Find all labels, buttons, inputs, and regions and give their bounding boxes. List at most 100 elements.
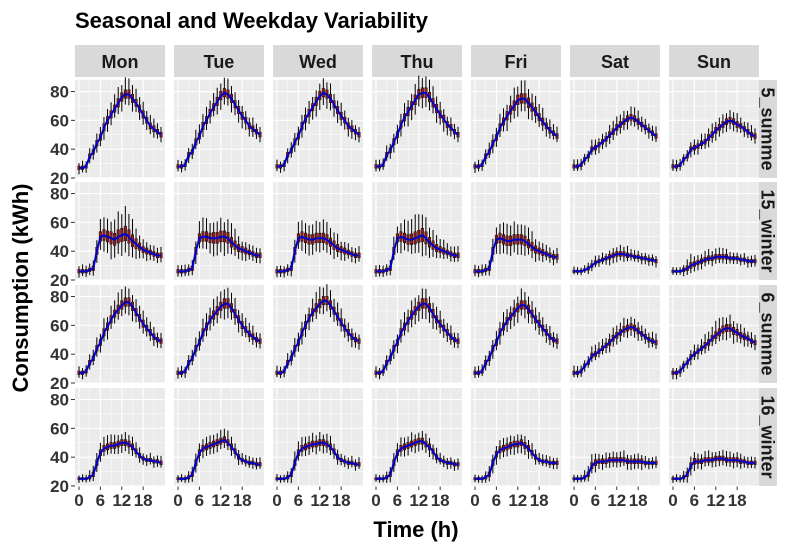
column-strip-sat: Sat (570, 45, 660, 77)
panel-15_winter-thu (372, 182, 462, 281)
panel-5_summe-tue (174, 77, 264, 179)
x-tick-label: 0 (668, 491, 677, 510)
panel-background (570, 182, 660, 280)
mean-line (673, 457, 755, 480)
panel-background (570, 388, 660, 486)
strip-background (755, 285, 777, 383)
x-tick-label: 6 (393, 491, 402, 510)
mean-line (277, 91, 360, 168)
column-label: Wed (299, 52, 337, 72)
mean-line (277, 299, 360, 374)
mean-line (574, 459, 656, 480)
panel-16_winter-thu (372, 388, 462, 487)
facet-panels: Mon Tue Wed Thu Fri Sat Sun5_summe2040608015_w… (50, 45, 777, 510)
panel-15_winter-mon (75, 182, 165, 281)
x-tick-label: 12 (112, 491, 131, 510)
row-label: 5_summe (757, 87, 777, 170)
x-tick-label: 18 (233, 491, 252, 510)
panel-background (669, 388, 759, 486)
panel-background (75, 182, 165, 280)
panel-16_winter-tue (174, 388, 264, 487)
panel-background (372, 182, 462, 280)
panel-16_winter-sun (669, 388, 759, 487)
x-tick-label: 6 (96, 491, 105, 510)
x-tick-label: 0 (569, 491, 578, 510)
y-tick-label: 60 (50, 111, 69, 130)
x-tick-label: 12 (706, 491, 725, 510)
mean-line (178, 235, 260, 273)
panel-6_summe-wed (273, 284, 363, 384)
panel-background (174, 182, 264, 280)
row-strip-15_winter: 15_winter (755, 182, 777, 280)
row-strip-5_summe: 5_summe (755, 80, 777, 178)
x-tick-label: 6 (492, 491, 501, 510)
mean-line (475, 304, 558, 374)
column-label: Tue (204, 52, 235, 72)
mean-line (475, 237, 557, 273)
panel-6_summe-fri (471, 285, 561, 384)
mean-line (673, 255, 755, 273)
mean-line (178, 91, 261, 168)
row-strip-16_winter: 16_winter (755, 388, 777, 486)
x-tick-label: 0 (272, 491, 281, 510)
x-axis-label: Time (h) (373, 517, 458, 542)
mean-line (574, 253, 657, 273)
strip-background (570, 45, 660, 77)
mean-line (79, 93, 162, 169)
panel-16_winter-fri (471, 388, 561, 487)
panel-background (471, 388, 561, 486)
column-label: Mon (102, 52, 139, 72)
x-tick-label: 18 (530, 491, 549, 510)
mean-line (79, 232, 161, 273)
row-label: 6_summe (757, 292, 777, 375)
x-tick-label: 18 (728, 491, 747, 510)
panel-15_winter-tue (174, 182, 264, 281)
column-strip-fri: Fri (471, 45, 561, 77)
panel-5_summe-wed (273, 78, 363, 179)
x-axis-sun: 0 6 12 18 (668, 486, 747, 510)
panel-6_summe-sun (669, 285, 759, 384)
y-tick-label: 60 (50, 419, 69, 438)
y-tick-label: 20 (50, 271, 69, 290)
x-tick-label: 0 (173, 491, 182, 510)
column-strip-thu: Thu (372, 45, 462, 77)
x-axis-sat: 0 6 12 18 (569, 486, 648, 510)
mean-line (574, 325, 657, 374)
x-tick-label: 6 (294, 491, 303, 510)
strip-background (372, 45, 462, 77)
y-tick-label: 40 (50, 345, 69, 364)
panel-background (174, 388, 264, 486)
y-tick-label: 80 (50, 391, 69, 410)
panel-6_summe-mon (75, 285, 165, 384)
y-tick-label: 40 (50, 242, 69, 261)
mean-line (673, 119, 756, 168)
x-tick-label: 12 (211, 491, 230, 510)
panel-background (372, 388, 462, 486)
x-tick-label: 6 (591, 491, 600, 510)
row-label: 15_winter (757, 189, 777, 272)
panel-15_winter-wed (273, 182, 363, 281)
x-axis-mon: 0 6 12 18 (74, 486, 153, 510)
mean-line (178, 438, 260, 480)
mean-line (277, 235, 359, 273)
y-tick-label: 40 (50, 140, 69, 159)
y-axis-row-3: 20 40 60 80 (50, 288, 75, 393)
y-tick-label: 60 (50, 213, 69, 232)
panel-16_winter-wed (273, 388, 363, 487)
strip-background (273, 45, 363, 77)
x-tick-label: 12 (607, 491, 626, 510)
y-tick-label: 80 (50, 288, 69, 307)
panel-background (372, 80, 462, 178)
strip-background (755, 182, 777, 280)
mean-line (277, 441, 359, 480)
column-label: Thu (401, 52, 434, 72)
y-tick-label: 20 (50, 169, 69, 188)
y-axis-row-1: 20 40 60 80 (50, 83, 75, 188)
strip-background (75, 45, 165, 77)
mean-line (79, 301, 162, 374)
column-label: Sat (601, 52, 629, 72)
strip-background (755, 388, 777, 486)
x-tick-label: 6 (690, 491, 699, 510)
column-strip-tue: Tue (174, 45, 264, 77)
mean-line (178, 302, 261, 374)
